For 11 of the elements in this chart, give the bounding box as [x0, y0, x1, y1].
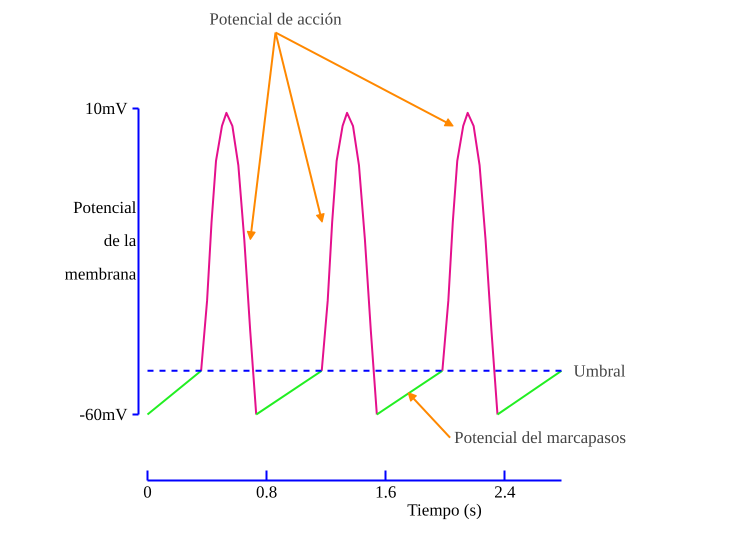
text: Potencial de acción: [209, 10, 342, 28]
ref-line-label: Umbral: [574, 361, 626, 380]
x-tick-label: 0: [143, 482, 152, 502]
x-tick-label: 2.4: [494, 482, 516, 502]
y-tick-label: 10mV: [85, 99, 128, 118]
y-tick-label: -60mV: [79, 405, 128, 424]
x-tick-label: 1.6: [375, 482, 396, 502]
y-axis-title: Potencial de la membrana: [64, 198, 137, 284]
x-axis-title: Tiempo (s): [407, 500, 482, 520]
x-tick-label: 0.8: [256, 482, 278, 502]
annotation: Potencial del marcapasos: [454, 428, 626, 448]
